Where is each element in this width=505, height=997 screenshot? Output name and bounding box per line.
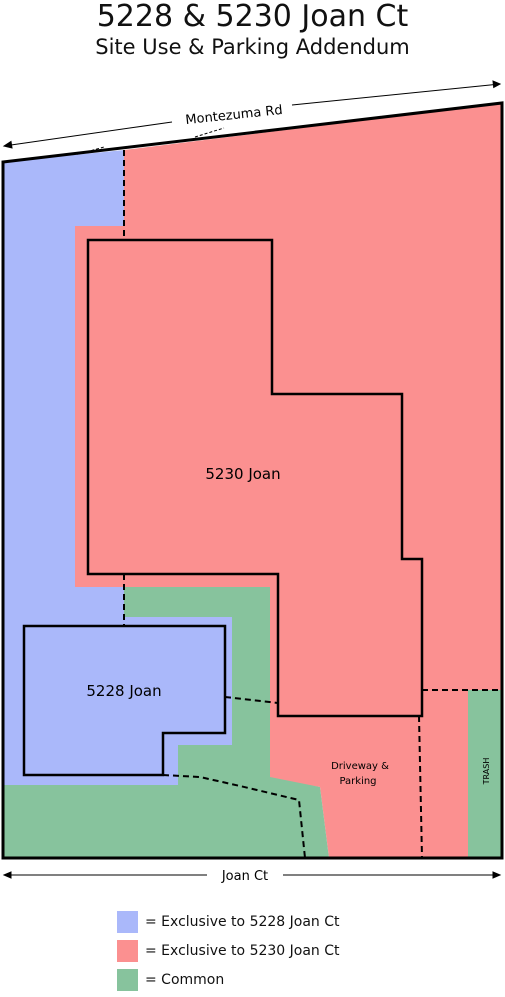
- building-5228-footprint: [22, 624, 227, 777]
- legend-swatch-5228: [117, 911, 138, 933]
- driveway-label-line2: Parking: [339, 776, 376, 787]
- montezuma-rd-label: Montezuma Rd: [185, 103, 284, 128]
- building-5228-label: 5228 Joan: [86, 682, 161, 700]
- joan-ct-dimension: [2, 871, 502, 879]
- legend-label-common: = Common: [145, 972, 225, 988]
- zone-common-trash: [468, 690, 502, 858]
- driveway-label-line1: Driveway &: [331, 761, 389, 772]
- zone-5230-main: [75, 103, 502, 858]
- property-boundary: [1, 101, 504, 860]
- legend-label-5230: = Exclusive to 5230 Joan Ct: [145, 943, 340, 959]
- zone-common-center: [124, 587, 270, 777]
- legend: = Exclusive to 5228 Joan Ct = Exclusive …: [117, 910, 340, 997]
- joan-ct-label: Joan Ct: [221, 869, 268, 884]
- legend-item-5230: = Exclusive to 5230 Joan Ct: [117, 939, 340, 963]
- legend-item-common: = Common: [117, 968, 340, 992]
- legend-label-5228: = Exclusive to 5228 Joan Ct: [145, 914, 340, 930]
- page-subtitle: Site Use & Parking Addendum: [95, 35, 410, 59]
- trash-label: TRASH: [482, 758, 491, 786]
- site-plan-diagram: Montezuma Rd 5230 Joan 5228 Joan Drivewa…: [1, 80, 504, 884]
- building-5230-footprint: [86, 238, 424, 718]
- legend-swatch-common: [117, 969, 138, 991]
- zone-exclusive-5230: [75, 103, 502, 858]
- zone-common: [3, 587, 502, 858]
- building-5230-label: 5230 Joan: [205, 465, 280, 483]
- page-title: 5228 & 5230 Joan Ct: [96, 0, 409, 34]
- zone-common-front: [3, 777, 329, 858]
- legend-swatch-5230: [117, 940, 138, 962]
- legend-item-5228: = Exclusive to 5228 Joan Ct: [117, 910, 340, 934]
- dashed-boundaries: [123, 150, 502, 859]
